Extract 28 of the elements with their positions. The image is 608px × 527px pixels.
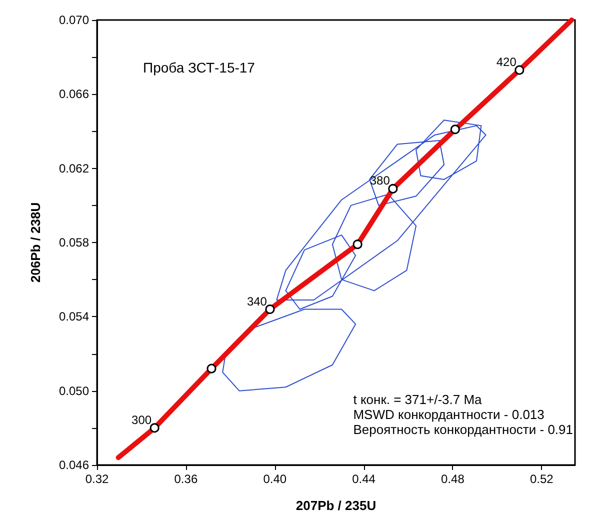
y-tick-label: 0.062: [58, 161, 90, 176]
annotation: 420: [496, 55, 517, 70]
point: [514, 65, 524, 75]
annotation: t конк. = 371+/-3.7 Ma MSWD конкордантности - 0.013 Вероятность конкордантности - 0.91: [353, 392, 574, 437]
point: [352, 240, 362, 250]
annotation: Проба ЗСТ-15-17: [143, 60, 256, 76]
y-tick-label: 0.070: [58, 13, 90, 27]
y-tick-label: 0.058: [58, 236, 90, 250]
point: [450, 124, 460, 134]
y-tick-label: 0.046: [58, 458, 90, 472]
annotation: 380: [370, 174, 390, 188]
x-tick-label: 0.36: [174, 472, 198, 486]
x-tick-label: 0.40: [263, 472, 287, 486]
y-tick-label: 0.054: [58, 310, 90, 324]
x-axis-title: 207Pb / 235U: [296, 498, 376, 513]
x-tick-label: 0.52: [530, 472, 554, 486]
y-axis-title: 206Pb / 238U: [28, 202, 43, 283]
annotation: 300: [132, 412, 152, 427]
x-tick-label: 0.32: [85, 472, 109, 486]
point: [150, 423, 160, 433]
y-tick-label: 0.050: [58, 384, 90, 398]
x-tick-label: 0.44: [352, 472, 376, 486]
y-tick-label: 0.066: [58, 87, 90, 102]
x-tick-label: 0.48: [441, 472, 465, 486]
point: [206, 364, 216, 374]
point: [265, 304, 275, 314]
point: [388, 184, 398, 194]
annotation: 340: [246, 294, 268, 308]
